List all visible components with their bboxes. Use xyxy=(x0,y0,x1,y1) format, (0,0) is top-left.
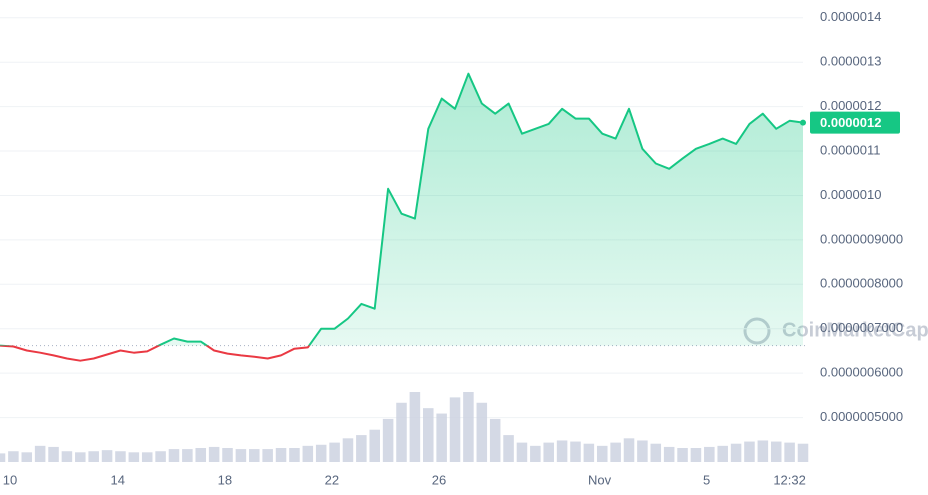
volume-bar xyxy=(34,445,46,462)
volume-bar xyxy=(21,452,33,462)
volume-bar xyxy=(744,441,755,462)
volume-bar xyxy=(757,440,769,462)
volume-bar xyxy=(329,442,340,462)
volume-bar xyxy=(449,397,461,462)
x-tick-label: 18 xyxy=(218,472,232,487)
y-tick-label: 0.0000005000 xyxy=(820,409,903,424)
y-tick-label: 0.0000008000 xyxy=(820,276,903,291)
volume-bar xyxy=(128,452,140,462)
volume-bar xyxy=(115,451,126,462)
volume-bar xyxy=(302,445,314,462)
x-tick-label: 10 xyxy=(3,472,17,487)
volume-bar xyxy=(208,446,220,462)
volume-bar xyxy=(155,451,166,462)
volume-bar xyxy=(463,392,474,462)
x-tick-label: 5 xyxy=(703,472,710,487)
x-tick-label: Nov xyxy=(588,472,612,487)
volume-bar xyxy=(356,435,367,462)
volume-bar xyxy=(249,449,260,462)
volume-bar xyxy=(704,446,715,462)
x-tick-label: 14 xyxy=(111,472,125,487)
volume-bar xyxy=(503,435,514,462)
y-tick-label: 0.0000014 xyxy=(820,9,881,24)
volume-bar xyxy=(409,392,421,462)
volume-bar xyxy=(369,429,380,462)
volume-bar xyxy=(262,449,273,462)
volume-bar xyxy=(289,448,300,462)
price-area xyxy=(0,73,803,346)
volume-bar xyxy=(315,444,327,462)
volume-bar xyxy=(623,438,635,462)
volume-bar xyxy=(222,448,233,462)
volume-bar xyxy=(0,453,6,462)
volume-bar xyxy=(543,442,554,462)
volume-bar xyxy=(382,418,394,462)
volume-bar xyxy=(663,446,675,462)
volume-bar xyxy=(637,440,648,462)
volume-bar xyxy=(48,446,59,462)
y-tick-label: 0.0000007000 xyxy=(820,320,903,335)
volume-bar xyxy=(75,452,86,462)
volume-bar xyxy=(556,440,568,462)
volume-bar xyxy=(610,442,621,462)
volume-bar xyxy=(596,445,608,462)
volume-bar xyxy=(784,442,795,462)
volume-bar xyxy=(396,402,407,462)
volume-bar xyxy=(797,443,809,462)
volume-bar xyxy=(436,413,447,462)
y-tick-label: 0.0000013 xyxy=(820,54,881,69)
volume-bar xyxy=(61,451,73,462)
volume-bar xyxy=(141,452,153,462)
volume-bar xyxy=(690,448,702,462)
volume-bar xyxy=(168,449,180,462)
volume-bar xyxy=(530,445,541,462)
y-tick-label: 0.0000012 xyxy=(820,98,881,113)
y-tick-label: 0.0000009000 xyxy=(820,231,903,246)
price-line xyxy=(0,72,804,362)
volume-bar xyxy=(182,449,193,462)
volume-bar xyxy=(342,438,354,462)
price-label: 0.0000012 xyxy=(820,115,881,130)
watermark: CoinMarketCap xyxy=(782,319,928,341)
volume-bar xyxy=(583,443,595,462)
x-tick-label: 26 xyxy=(432,472,446,487)
volume-bar xyxy=(88,451,99,462)
volume-bar xyxy=(570,441,581,462)
volume-bar xyxy=(275,448,287,462)
x-tick-label: 12:32 xyxy=(773,472,806,487)
volume-bar xyxy=(423,408,434,462)
volume-bar xyxy=(235,449,247,462)
volume-bar xyxy=(101,450,113,462)
last-point xyxy=(800,119,806,126)
volume-bar xyxy=(489,418,501,462)
volume-bar xyxy=(770,441,782,462)
y-tick-label: 0.0000011 xyxy=(820,142,881,157)
volume-bar xyxy=(677,448,688,462)
y-tick-label: 0.0000010 xyxy=(820,187,881,202)
volume-bar xyxy=(730,443,742,462)
volume-bar xyxy=(8,451,19,462)
y-tick-label: 0.0000006000 xyxy=(820,365,903,380)
volume-bar xyxy=(476,402,488,462)
volume-bar xyxy=(717,445,728,462)
price-badge xyxy=(810,111,900,134)
volume-bar xyxy=(516,442,528,462)
x-tick-label: 22 xyxy=(325,472,339,487)
volume-bar xyxy=(195,448,207,462)
volume-bar xyxy=(650,443,662,462)
